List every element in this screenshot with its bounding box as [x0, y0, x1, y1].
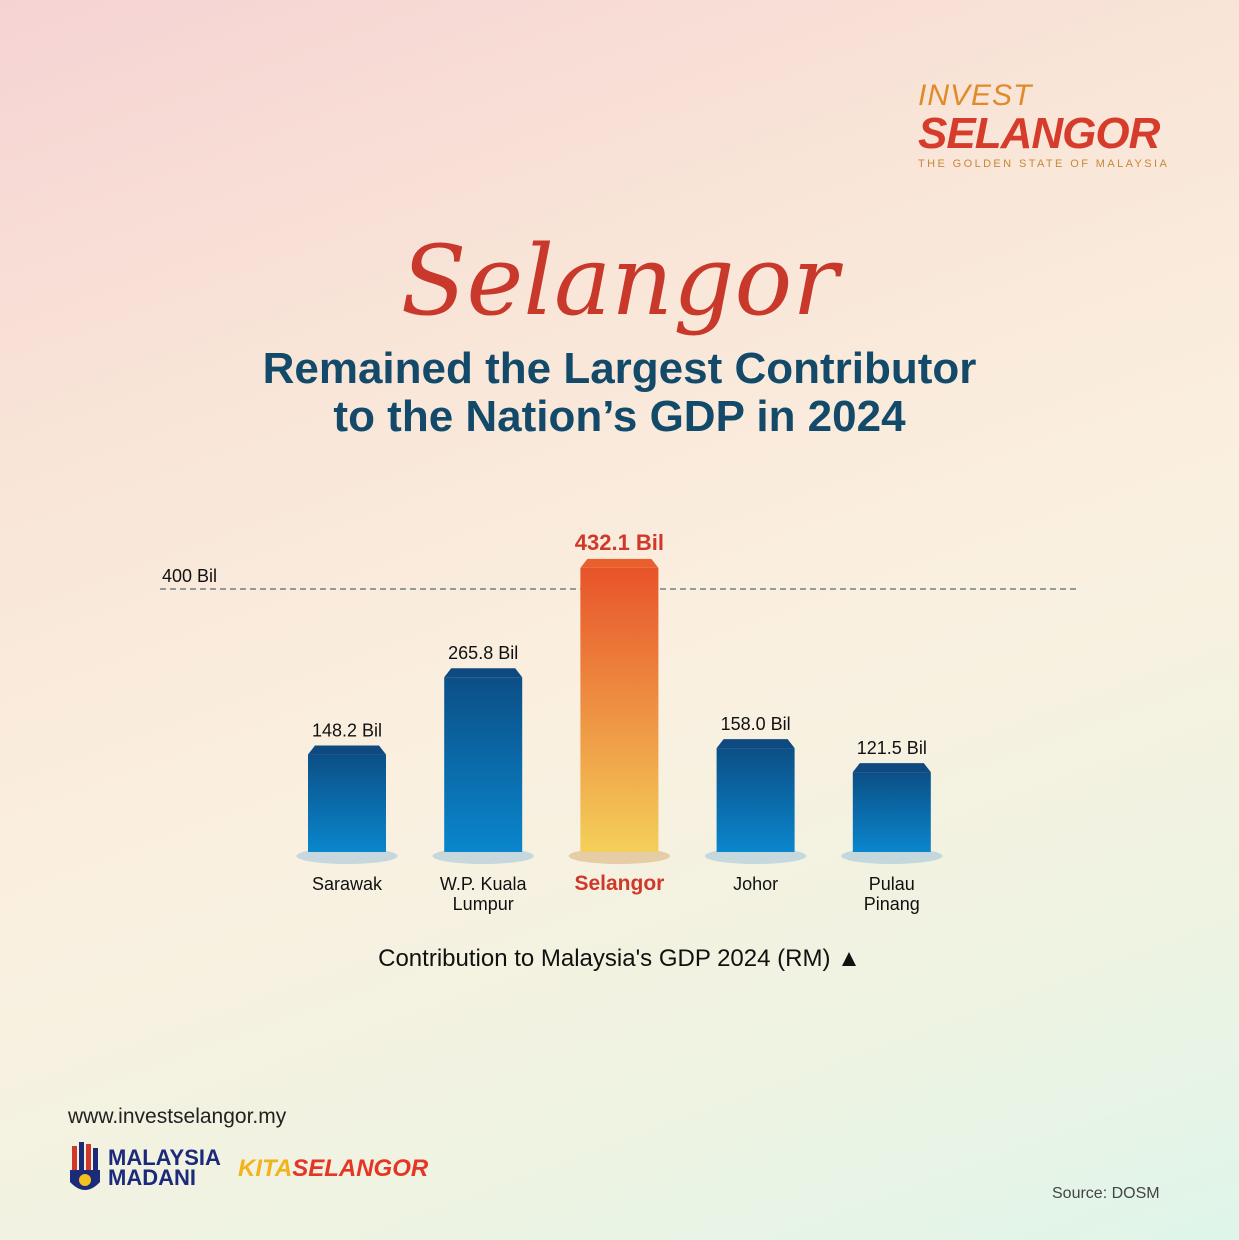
reference-line-label: 400 Bil	[162, 566, 217, 586]
category-label: Selangor	[574, 872, 664, 895]
invest-selangor-logo: INVEST SELANGOR THE GOLDEN STATE OF MALA…	[918, 79, 1170, 171]
category-label: Sarawak	[312, 874, 383, 894]
madani-line1: MALAYSIA	[108, 1145, 221, 1170]
bar-pulau-pinang	[852, 772, 931, 852]
category-label: Lumpur	[453, 894, 514, 914]
kita-selangor-logo: KITASELANGOR	[238, 1155, 428, 1183]
logo-line2: SELANGOR	[918, 109, 1160, 158]
bar-cap	[580, 558, 659, 568]
bar-johor	[716, 748, 795, 852]
category-label: W.P. Kuala	[440, 874, 528, 894]
data-label: 432.1 Bil	[575, 530, 664, 555]
data-label: 148.2 Bil	[312, 721, 382, 741]
madani-line2: MADANI	[108, 1165, 196, 1190]
bar-cap	[444, 668, 523, 678]
headline-title: Remained the Largest Contributor to the …	[0, 345, 1239, 441]
logo-tagline: THE GOLDEN STATE OF MALAYSIA	[918, 158, 1170, 170]
source-note: Source: DOSM	[1052, 1185, 1160, 1202]
data-label: 121.5 Bil	[857, 738, 927, 758]
headline-line2: to the Nation’s GDP in 2024	[333, 392, 906, 441]
headline-script: Selangor	[400, 225, 839, 337]
data-label: 158.0 Bil	[721, 714, 791, 734]
bar-cap	[716, 739, 795, 749]
malaysia-madani-logo: MALAYSIA MADANI	[68, 1142, 221, 1194]
bar-sarawak	[308, 754, 386, 852]
madani-emblem-icon	[70, 1142, 100, 1190]
category-label: Pulau	[869, 874, 915, 894]
website-link[interactable]: www.investselangor.my	[68, 1105, 287, 1128]
data-label: 265.8 Bil	[448, 643, 518, 663]
headline-line1: Remained the Largest Contributor	[262, 344, 977, 393]
bar-cap	[308, 745, 386, 755]
selangor-text: SELANGOR	[292, 1155, 429, 1182]
category-label: Johor	[733, 874, 778, 894]
bar-selangor	[580, 567, 659, 852]
bar-w-p-kuala-lumpur	[444, 677, 523, 852]
x-axis-label: Contribution to Malaysia's GDP 2024 (RM)…	[378, 945, 861, 972]
bar-cap	[852, 763, 931, 773]
kita-text: KITA	[238, 1155, 293, 1182]
category-label: Pinang	[864, 894, 920, 914]
logo-line1: INVEST	[918, 79, 1033, 112]
